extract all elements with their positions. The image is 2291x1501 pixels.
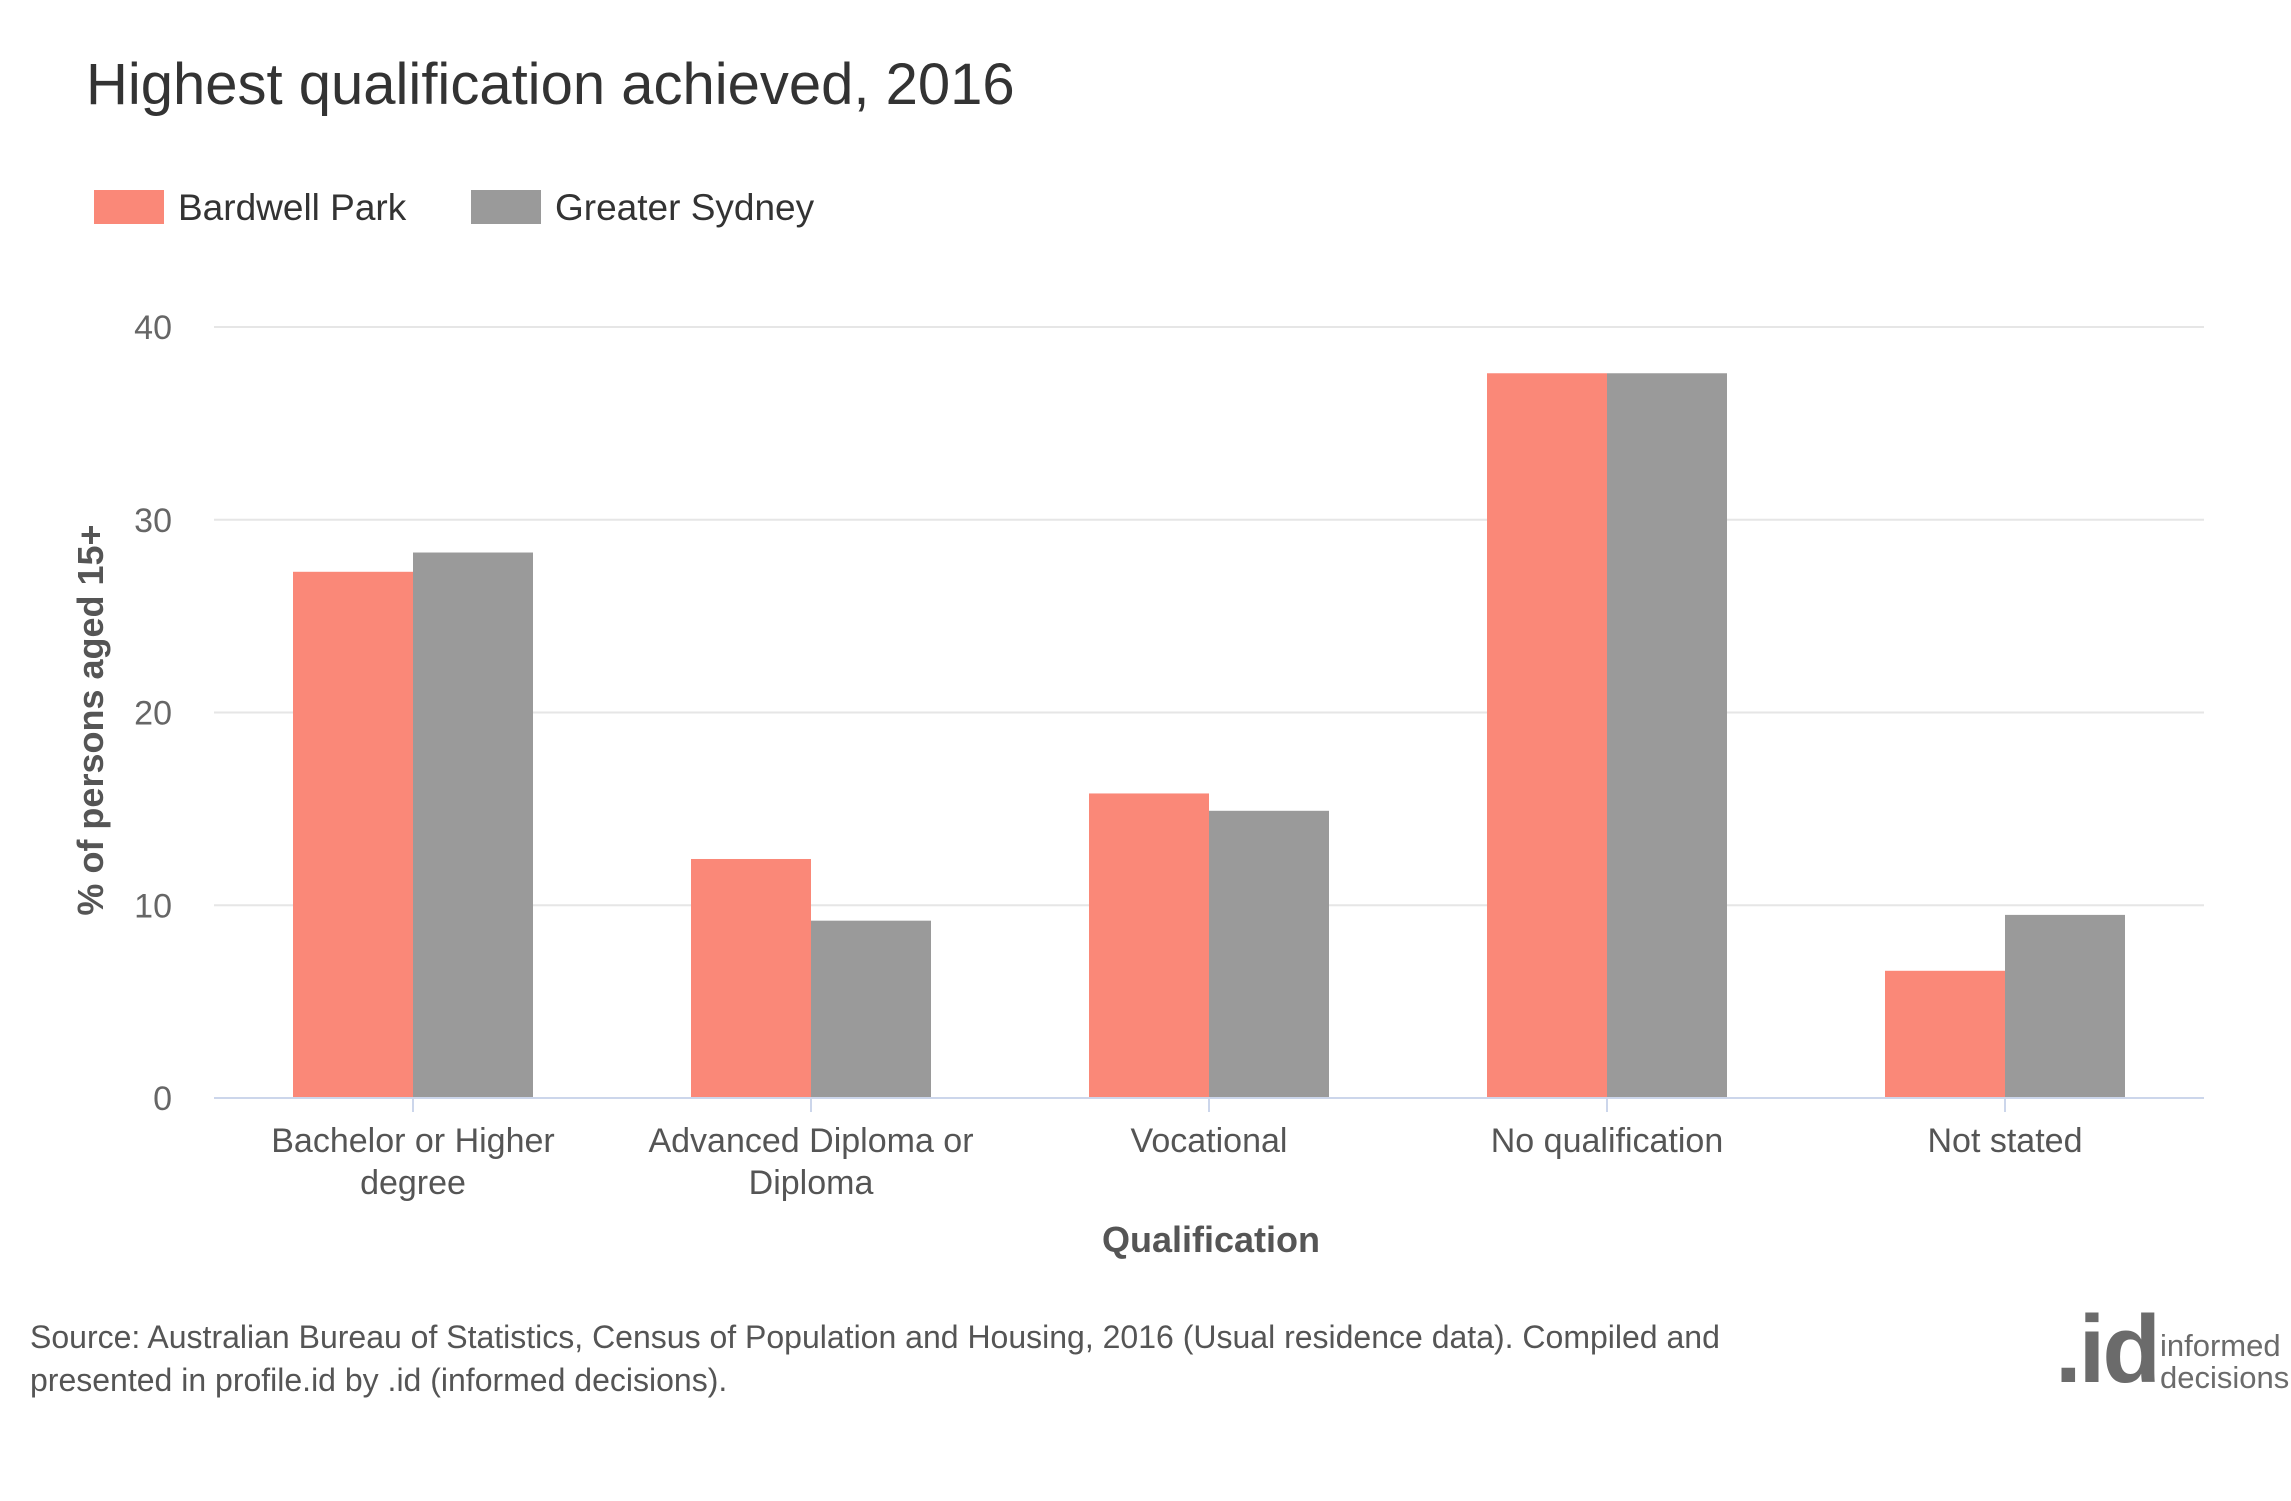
legend-label-1[interactable]: Greater Sydney [555, 187, 815, 228]
bar-1-0[interactable] [413, 552, 533, 1098]
legend-swatch-1 [471, 190, 541, 224]
bar-1-1[interactable] [811, 920, 931, 1098]
id-logo-decisions: decisions [2160, 1360, 2289, 1395]
x-category-label-0: Bachelor or Higher degree [271, 1122, 554, 1202]
bar-1-2[interactable] [1209, 810, 1329, 1098]
legend: Bardwell Park Greater Sydney [94, 187, 815, 228]
bar-0-0[interactable] [293, 571, 413, 1098]
source-note-line-1: Source: Australian Bureau of Statistics,… [30, 1319, 1720, 1355]
x-category-label-4: Not stated [1928, 1122, 2083, 1160]
bar-0-3[interactable] [1487, 373, 1607, 1098]
bar-0-2[interactable] [1089, 793, 1209, 1098]
x-category-label-1: Advanced Diploma or Diploma [648, 1122, 973, 1202]
legend-swatch-0 [94, 190, 164, 224]
y-axis-ticks: 0 10 20 30 40 [134, 309, 172, 1118]
y-tick-30: 30 [134, 502, 172, 540]
bar-0-1[interactable] [691, 858, 811, 1098]
x-category-label-2: Vocational [1131, 1122, 1288, 1160]
id-logo-informed: informed [2160, 1328, 2281, 1363]
x-axis-title: Qualification [1102, 1219, 1320, 1260]
id-logo: .id informed decisions [2055, 1296, 2289, 1403]
x-axis: Bachelor or Higher degree Advanced Diploma… [214, 1097, 2204, 1202]
legend-label-0[interactable]: Bardwell Park [178, 187, 407, 228]
y-tick-40: 40 [134, 309, 172, 347]
y-tick-10: 10 [134, 887, 172, 925]
y-axis-title: % of persons aged 15+ [70, 524, 111, 915]
id-logo-mark: .id [2055, 1296, 2158, 1403]
x-category-label-3: No qualification [1491, 1122, 1723, 1160]
bar-0-4[interactable] [1885, 970, 2005, 1098]
source-note-line-2: presented in profile.id by .id (informed… [30, 1362, 727, 1398]
chart-title: Highest qualification achieved, 2016 [86, 52, 1015, 117]
y-tick-20: 20 [134, 695, 172, 733]
bar-1-4[interactable] [2005, 914, 2125, 1098]
y-tick-0: 0 [153, 1080, 172, 1118]
bars [293, 373, 2125, 1098]
bar-1-3[interactable] [1607, 373, 1727, 1098]
